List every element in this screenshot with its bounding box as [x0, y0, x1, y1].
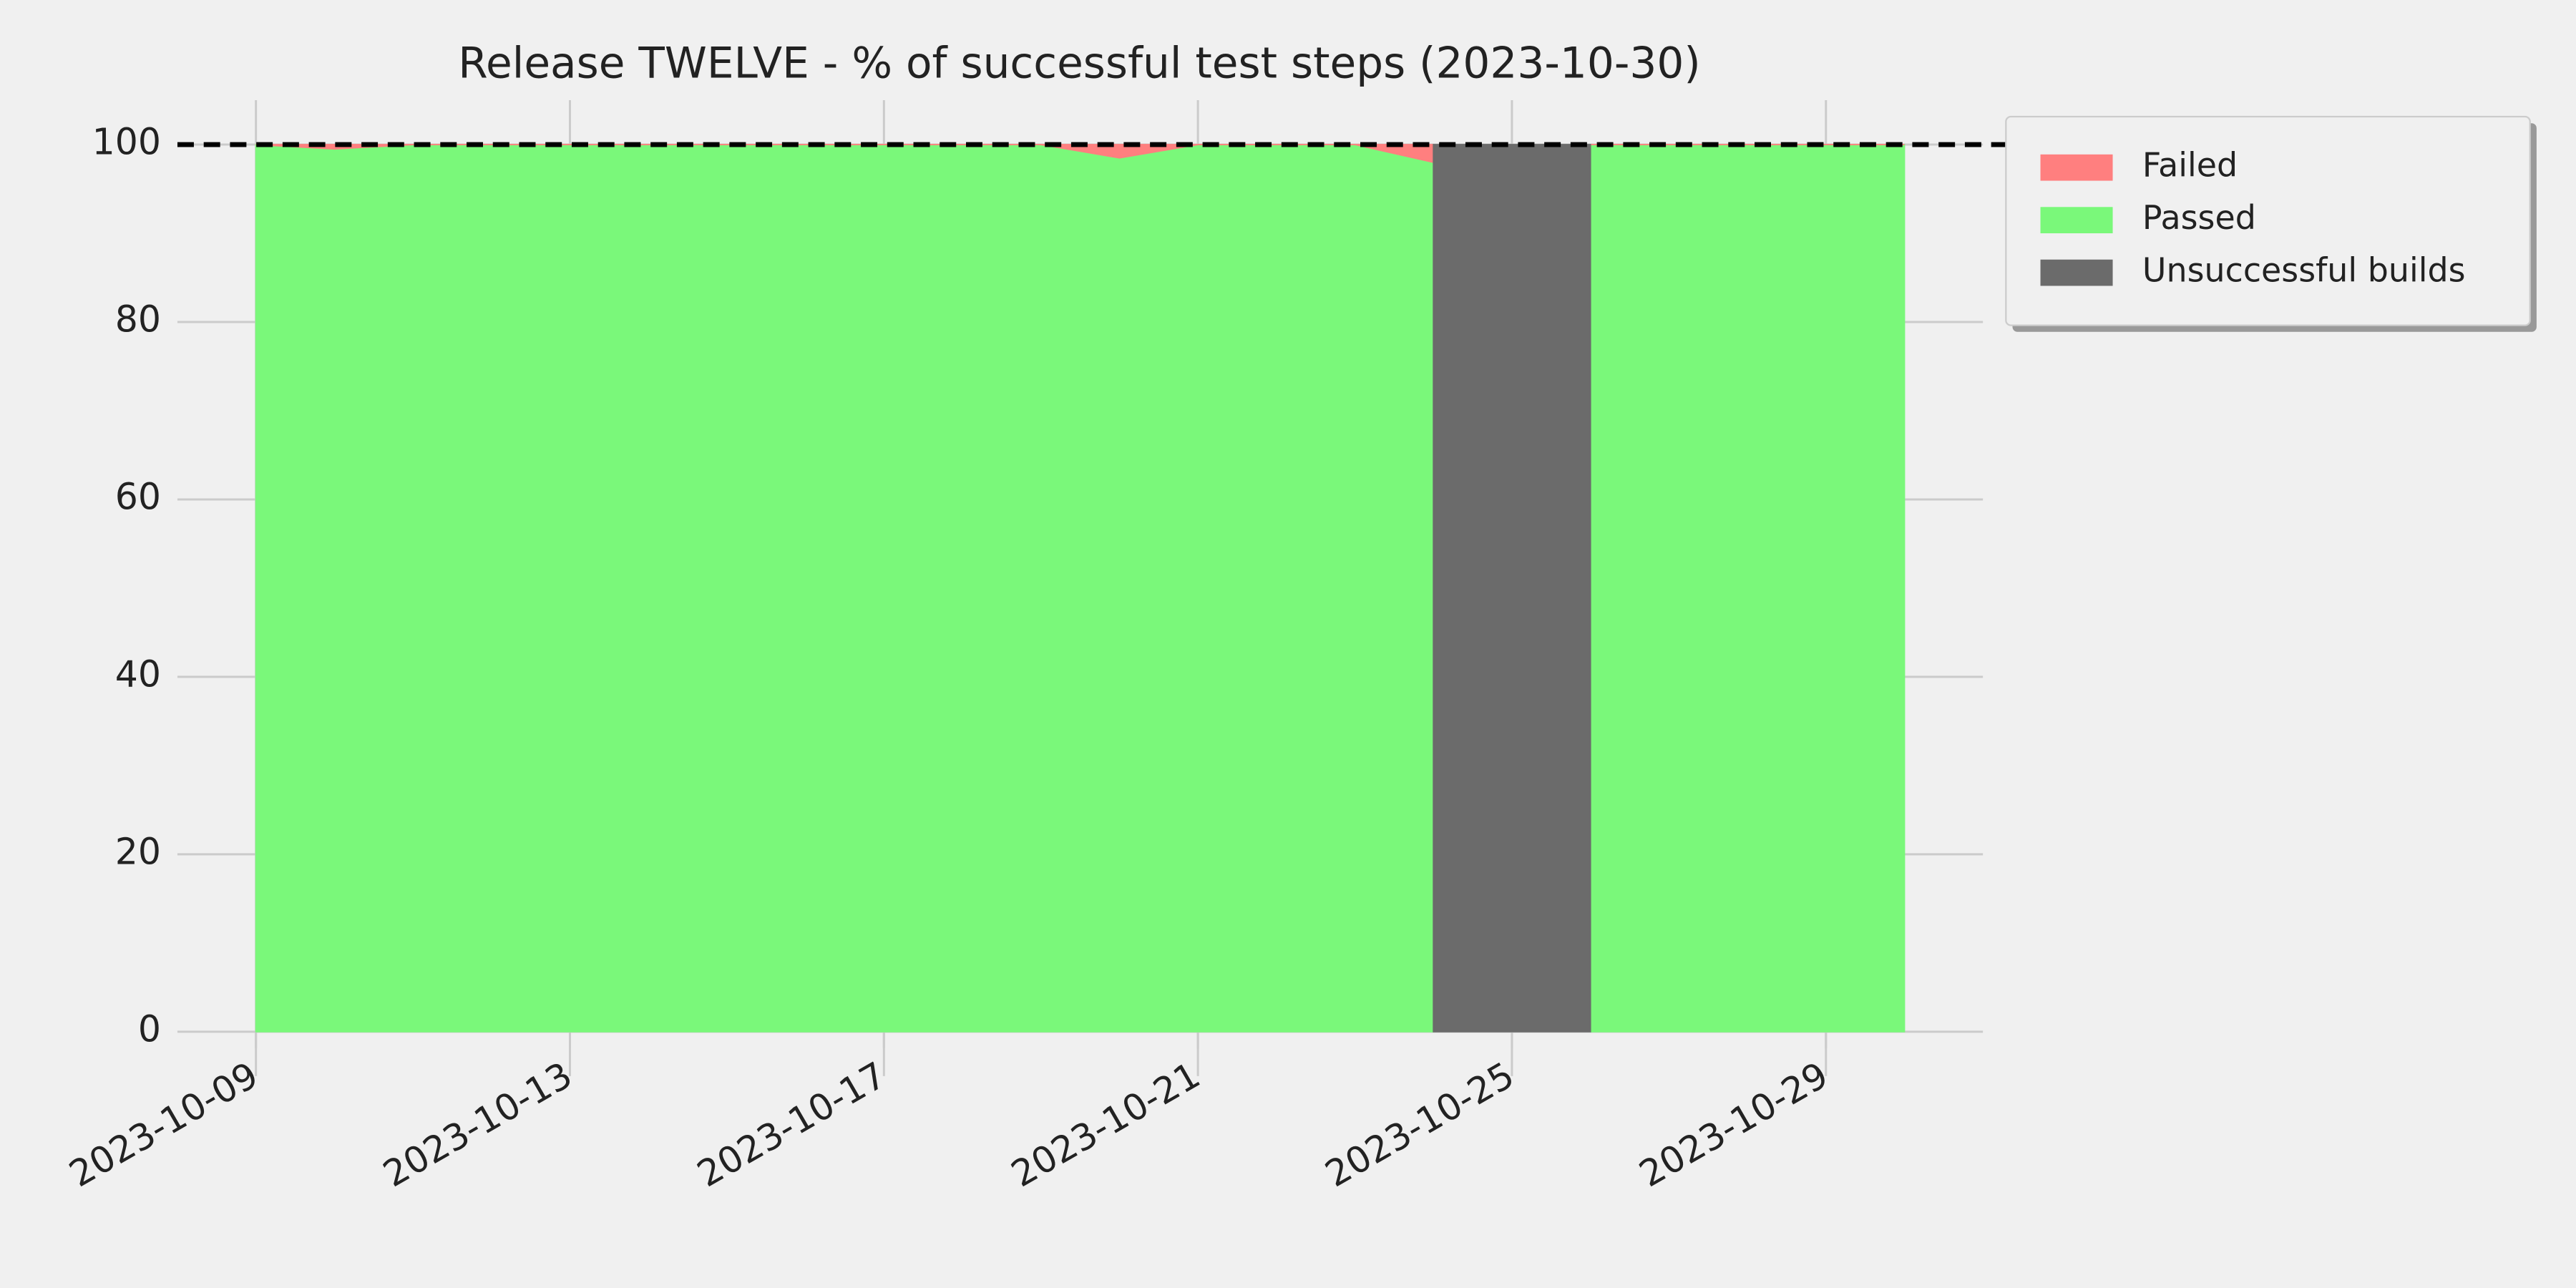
y-tick-label: 80 — [115, 298, 161, 341]
y-tick-label: 20 — [115, 830, 161, 872]
legend-swatch — [2040, 154, 2113, 181]
area — [255, 144, 1435, 1033]
legend-label: Unsuccessful builds — [2142, 251, 2466, 290]
legend-label: Failed — [2142, 146, 2238, 185]
legend-swatch — [2040, 207, 2113, 234]
area — [1589, 144, 1906, 1033]
area — [1433, 144, 1591, 1033]
chart-title: Release TWELVE - % of successful test st… — [458, 39, 1700, 88]
y-tick-label: 40 — [115, 653, 161, 695]
legend-swatch — [2040, 259, 2113, 286]
legend-label: Passed — [2142, 198, 2256, 237]
y-tick-label: 0 — [138, 1008, 161, 1050]
legend-box — [2005, 115, 2531, 326]
y-tick-label: 100 — [92, 121, 161, 163]
y-tick-label: 60 — [115, 475, 161, 517]
